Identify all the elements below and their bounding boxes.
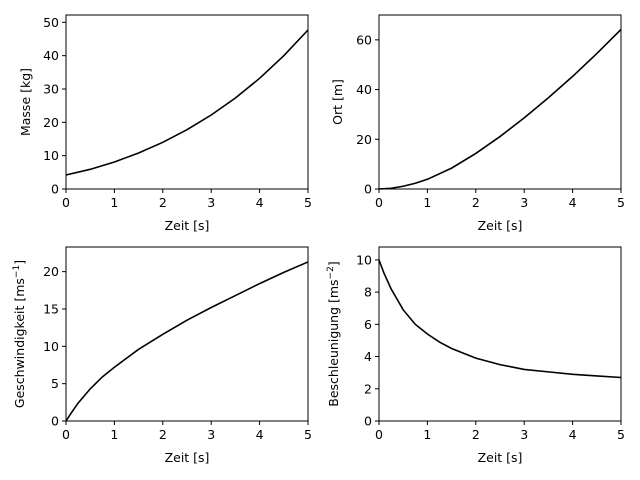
x-tick-label: 4 [256,427,264,442]
x-tick-label: 5 [304,427,312,442]
y-tick-label: 50 [43,15,59,30]
y-tick-label: 0 [364,414,372,429]
x-axis-label: Zeit [s] [165,450,210,465]
subplot-4: 0 1 2 3 4 5 0 2 4 6 8 10 Zeit [s] Beschleunigung [ms−… [326,246,625,465]
x-axis-label: Zeit [s] [165,218,210,233]
series-line [65,261,309,422]
x-tick-label: 5 [617,427,625,442]
x-tick-label: 3 [520,195,528,210]
y-tick-label: 5 [51,376,59,391]
y-tick-label: 10 [43,148,59,163]
x-tick-label: 0 [62,427,70,442]
x-tick-label: 2 [159,427,167,442]
y-tick-label: 0 [51,182,59,197]
y-tick-label: 20 [356,132,372,147]
x-tick-label: 1 [423,427,431,442]
x-tick-label: 4 [569,195,577,210]
y-tick-label: 6 [364,317,372,332]
x-tick-label: 3 [207,195,215,210]
series-line [65,29,309,176]
x-tick-label: 1 [110,195,118,210]
x-tick-label: 1 [423,195,431,210]
x-tick-label: 0 [62,195,70,210]
series-line [378,28,622,190]
y-tick-label: 2 [364,381,372,396]
axes-frame [378,246,622,422]
y-tick-label: 4 [364,349,372,364]
y-axis-label: Masse [kg] [18,68,33,136]
x-tick-label: 1 [110,427,118,442]
y-tick-label: 10 [43,339,59,354]
y-tick-label: 30 [43,82,59,97]
x-tick-label: 0 [375,427,383,442]
axes-frame [65,14,309,190]
x-axis-label: Zeit [s] [478,218,523,233]
x-tick-label: 2 [472,427,480,442]
y-tick-label: 15 [43,301,59,316]
axes-frame [378,14,622,190]
x-tick-label: 3 [520,427,528,442]
x-tick-label: 2 [159,195,167,210]
x-tick-label: 5 [617,195,625,210]
y-tick-label: 60 [356,32,372,47]
x-tick-label: 4 [569,427,577,442]
x-tick-label: 5 [304,195,312,210]
y-tick-label: 0 [51,414,59,429]
x-tick-label: 4 [256,195,264,210]
x-axis-label: Zeit [s] [478,450,523,465]
axes-frame [65,246,309,422]
y-tick-label: 20 [43,264,59,279]
y-axis-label: Geschwindigkeit [ms−1] [12,260,27,408]
y-tick-label: 40 [356,82,372,97]
y-tick-label: 40 [43,48,59,63]
x-tick-label: 2 [472,195,480,210]
subplot-2: 0 1 2 3 4 5 0 20 40 60 Zeit [s] Ort [m] [330,14,625,233]
y-axis-label: Beschleunigung [ms−2] [326,261,341,406]
series-line [378,259,622,379]
y-tick-label: 20 [43,115,59,130]
subplot-3: 0 1 2 3 4 5 0 5 10 15 20 Zeit [s] Geschwindigkeit [m… [12,246,312,465]
y-axis-label: Ort [m] [330,79,345,125]
y-tick-label: 10 [356,252,372,267]
y-tick-label: 0 [364,182,372,197]
y-tick-label: 8 [364,285,372,300]
x-tick-label: 0 [375,195,383,210]
x-tick-label: 3 [207,427,215,442]
